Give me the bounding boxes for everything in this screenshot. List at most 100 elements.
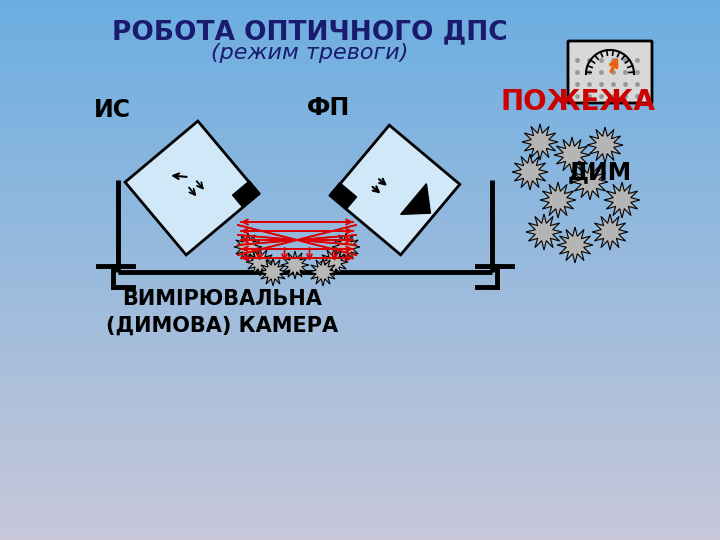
Bar (0, 398, 720, 399)
Bar (0, 182, 720, 183)
Bar (0, 515, 720, 516)
Bar (0, 8, 720, 9)
Bar (0, 519, 720, 520)
Bar (0, 466, 720, 467)
Bar (0, 408, 720, 409)
Bar (0, 320, 720, 321)
Bar (0, 271, 720, 272)
Bar (0, 279, 720, 280)
Bar (0, 90, 720, 91)
Bar (0, 497, 720, 498)
Bar (0, 419, 720, 420)
Bar (0, 36, 720, 37)
Bar (0, 305, 720, 306)
Bar (0, 189, 720, 190)
Bar (0, 332, 720, 333)
Bar (0, 232, 720, 233)
Bar (0, 128, 720, 129)
Bar (0, 393, 720, 394)
Bar (0, 195, 720, 196)
Bar (0, 334, 720, 335)
Bar (0, 430, 720, 431)
Bar (0, 227, 720, 228)
Polygon shape (246, 248, 274, 276)
Bar (0, 436, 720, 437)
Bar (0, 442, 720, 443)
Bar (0, 41, 720, 42)
Bar (0, 88, 720, 89)
Bar (0, 433, 720, 434)
Bar (0, 517, 720, 518)
Bar (0, 147, 720, 148)
Bar (0, 448, 720, 449)
Bar (0, 463, 720, 464)
Bar (0, 9, 720, 10)
Bar (0, 488, 720, 489)
Bar (0, 97, 720, 98)
Bar (0, 347, 720, 348)
Bar (0, 524, 720, 525)
Bar (0, 443, 720, 444)
Bar (0, 55, 720, 56)
Bar (0, 234, 720, 235)
Bar (0, 464, 720, 465)
Bar (0, 10, 720, 11)
Bar (0, 241, 720, 242)
Bar (0, 204, 720, 205)
Bar (0, 356, 720, 357)
Bar (0, 372, 720, 373)
Bar (0, 333, 720, 334)
Bar (0, 336, 720, 337)
Bar (0, 315, 720, 316)
Polygon shape (604, 182, 640, 218)
Bar (0, 432, 720, 433)
Bar (0, 75, 720, 76)
Bar (0, 24, 720, 25)
Bar (0, 216, 720, 217)
Bar (0, 489, 720, 490)
Bar (0, 313, 720, 314)
Bar (0, 441, 720, 442)
Bar (0, 153, 720, 154)
Bar (0, 527, 720, 528)
Bar (0, 485, 720, 486)
Bar (0, 64, 720, 65)
Bar (0, 82, 720, 83)
Bar (0, 1, 720, 2)
Bar (0, 516, 720, 517)
Bar (0, 68, 720, 69)
Bar (0, 420, 720, 421)
Bar (0, 22, 720, 23)
Polygon shape (233, 181, 260, 207)
Bar (0, 528, 720, 529)
Bar (0, 208, 720, 209)
Bar (0, 354, 720, 355)
Bar (0, 0, 720, 1)
Bar (0, 416, 720, 417)
FancyBboxPatch shape (568, 41, 652, 103)
Bar (0, 248, 720, 249)
Bar (0, 79, 720, 80)
Bar (0, 445, 720, 446)
Bar (0, 475, 720, 476)
Bar (0, 400, 720, 401)
Bar (0, 233, 720, 234)
Bar (0, 523, 720, 524)
Bar (0, 439, 720, 440)
Bar (0, 487, 720, 488)
Bar (0, 51, 720, 52)
Bar (0, 201, 720, 202)
Bar (0, 493, 720, 494)
Bar (0, 481, 720, 482)
Bar (0, 37, 720, 38)
Bar (0, 2, 720, 3)
Bar (0, 337, 720, 338)
Bar (0, 27, 720, 28)
Bar (0, 374, 720, 375)
Bar (0, 194, 720, 195)
Bar (0, 495, 720, 496)
Bar (0, 266, 720, 267)
Bar (0, 14, 720, 15)
Bar (0, 526, 720, 527)
Bar (0, 202, 720, 203)
